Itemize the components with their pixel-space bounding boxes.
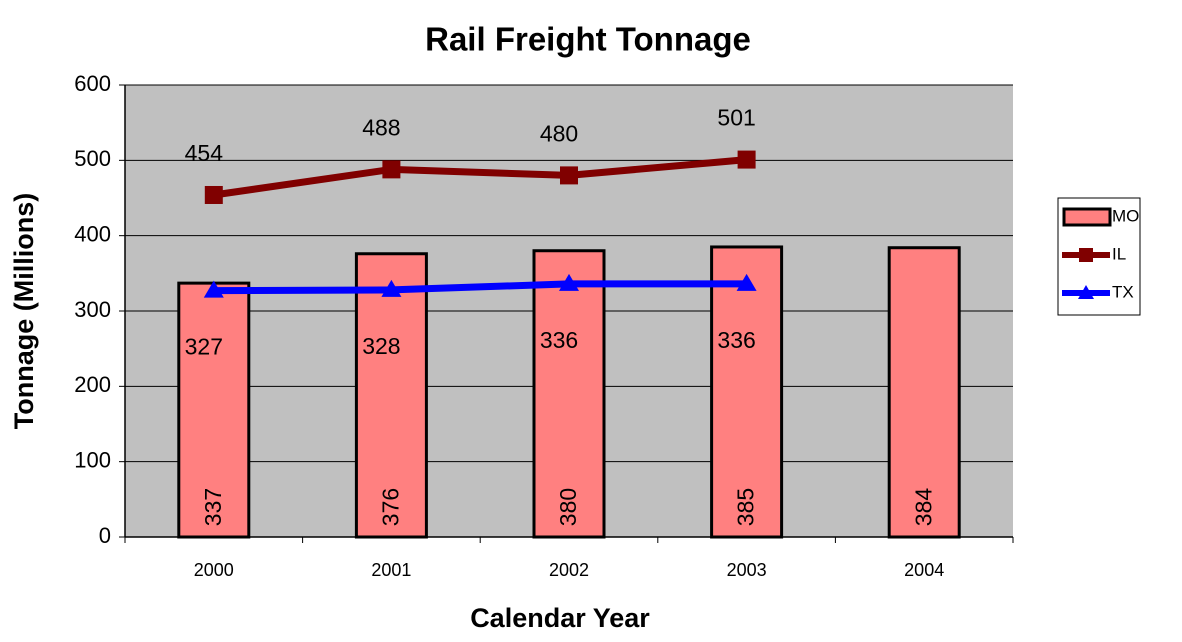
data-label: 501 (717, 105, 755, 131)
legend-label: TX (1112, 282, 1134, 301)
y-tick-label: 400 (74, 221, 111, 246)
x-tick-label: 2004 (904, 560, 944, 580)
data-label: 336 (540, 327, 578, 353)
bar (710, 245, 784, 539)
x-tick-label: 2003 (727, 560, 767, 580)
x-tick-label: 2002 (549, 560, 589, 580)
data-label: 328 (362, 333, 400, 359)
x-axis-label: Calendar Year (470, 603, 650, 633)
marker (560, 166, 578, 185)
data-label: 384 (910, 488, 936, 527)
marker (381, 279, 402, 297)
data-label: 380 (555, 488, 581, 526)
y-tick-label: 0 (99, 523, 111, 548)
marker (203, 280, 224, 298)
legend-swatch (1062, 207, 1112, 227)
line (213, 156, 747, 199)
y-tick-label: 300 (74, 297, 111, 322)
data-label: 385 (733, 488, 759, 526)
y-tick-label: 100 (74, 447, 111, 472)
marker (382, 160, 401, 179)
bar (532, 249, 606, 539)
data-label: 488 (362, 114, 400, 140)
marker (737, 150, 756, 169)
marker (204, 185, 223, 204)
y-tick-label: 500 (74, 146, 111, 171)
line (213, 280, 747, 295)
data-label: 454 (185, 140, 224, 166)
y-axis-label: Tonnage (Millions) (9, 193, 39, 429)
bar (887, 246, 961, 539)
bar (354, 252, 428, 539)
x-tick-label: 2001 (371, 560, 411, 580)
data-label: 376 (377, 488, 403, 526)
legend-label: MO (1112, 206, 1139, 225)
marker (559, 273, 579, 291)
chart-title: Rail Freight Tonnage (425, 21, 751, 58)
y-tick-label: 200 (74, 372, 111, 397)
y-tick-label: 600 (74, 71, 111, 96)
data-label: 336 (717, 327, 755, 353)
legend-label: IL (1112, 244, 1126, 263)
x-tick-label: 2000 (194, 560, 234, 580)
legend-marker (1078, 285, 1094, 299)
data-label: 337 (200, 488, 226, 526)
data-label: 480 (540, 120, 578, 146)
marker (736, 273, 757, 291)
legend-marker (1079, 248, 1093, 262)
data-label: 327 (185, 334, 223, 360)
